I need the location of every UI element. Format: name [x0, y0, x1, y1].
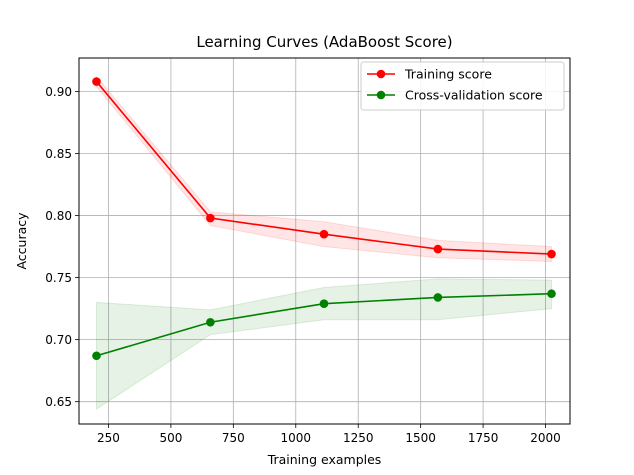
- y-tick-label: 0.70: [45, 333, 72, 347]
- x-axis-label: Training examples: [267, 452, 382, 467]
- cross-validation-score-point: [92, 351, 101, 361]
- x-tick-label: 500: [159, 431, 182, 445]
- training-score-point: [319, 229, 329, 239]
- x-tick-label: 1500: [405, 431, 436, 445]
- legend-cross-validation-score-label: Cross-validation score: [405, 88, 543, 103]
- chart-title: Learning Curves (AdaBoost Score): [196, 33, 452, 51]
- x-tick-label: 1250: [343, 431, 374, 445]
- y-tick-label: 0.65: [45, 395, 72, 409]
- y-tick-label: 0.85: [45, 147, 72, 161]
- y-tick-label: 0.90: [45, 85, 72, 99]
- x-axis-ticks: 250 500 750 1000 1250 1500 1750 2000: [97, 424, 561, 445]
- y-tick-label: 0.75: [45, 271, 72, 285]
- training-score-point: [92, 77, 101, 86]
- y-tick-label: 0.80: [45, 209, 72, 223]
- y-axis-label: Accuracy: [14, 212, 29, 270]
- x-tick-label: 2000: [530, 431, 561, 445]
- x-tick-label: 1000: [281, 431, 312, 445]
- y-axis-ticks: 0.65 0.70 0.75 0.80 0.85 0.90: [45, 85, 79, 409]
- training-score-point: [547, 249, 556, 259]
- cross-validation-score-point: [206, 317, 215, 327]
- legend-box: [360, 61, 565, 111]
- series-points: [92, 77, 556, 361]
- x-tick-label: 250: [97, 431, 120, 445]
- cross-validation-score-band: [95, 278, 553, 411]
- legend-training-score-marker: [376, 69, 386, 79]
- cross-validation-score-point: [547, 289, 556, 299]
- legend-training-score-label: Training score: [404, 67, 492, 82]
- cross-validation-score-point: [433, 293, 443, 302]
- cross-validation-score-point: [319, 299, 329, 308]
- legend: Training score Cross-validation score: [360, 61, 565, 111]
- legend-cross-validation-score-marker: [376, 90, 386, 100]
- x-tick-label: 1750: [468, 431, 499, 445]
- x-tick-label: 750: [222, 431, 245, 445]
- training-score-point: [433, 244, 443, 254]
- plot-frame: [78, 57, 571, 425]
- training-score-point: [206, 213, 215, 223]
